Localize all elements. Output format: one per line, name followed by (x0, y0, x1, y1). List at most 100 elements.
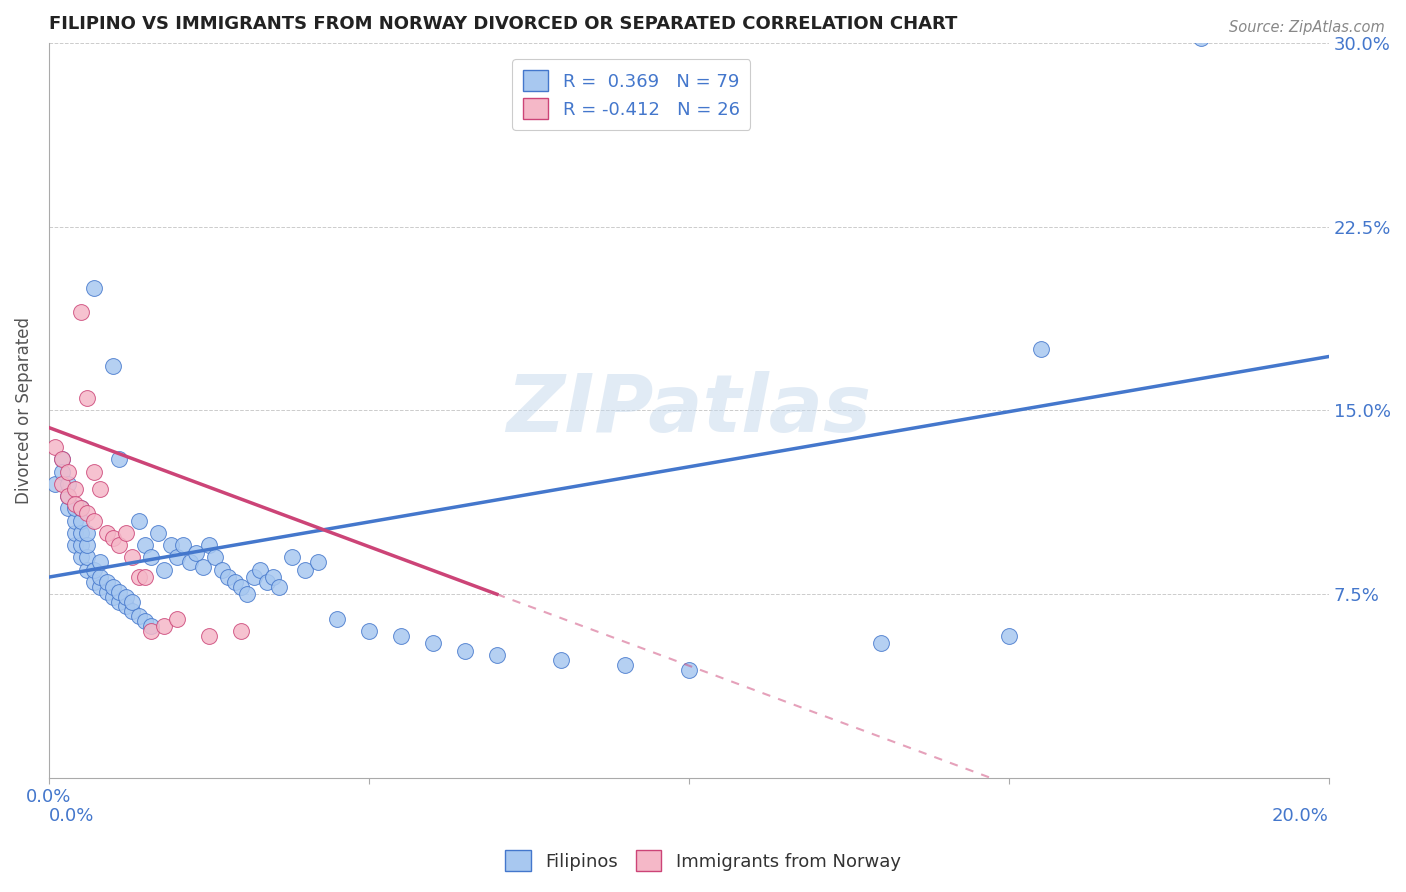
Point (70, 501, 93, 516)
Legend: Filipinos, Immigrants from Norway: Filipinos, Immigrants from Norway (498, 843, 908, 879)
Point (229, 580, 252, 594)
Point (108, 584, 131, 599)
Point (89, 555, 111, 569)
Point (229, 624, 252, 638)
Point (121, 604, 143, 618)
Point (76, 563, 98, 577)
Point (108, 538, 131, 552)
Point (550, 653, 572, 667)
Point (249, 563, 271, 577)
Point (56, 501, 79, 516)
Point (146, 525, 169, 540)
Point (76, 507, 98, 521)
Point (485, 648, 508, 663)
Point (1189, 31, 1212, 45)
Point (159, 538, 181, 552)
Point (89, 580, 111, 594)
Point (121, 594, 143, 608)
Point (454, 643, 477, 657)
Point (63, 501, 86, 516)
Point (613, 658, 636, 673)
Point (281, 550, 304, 565)
Point (63, 538, 86, 552)
Point (389, 629, 412, 643)
Point (128, 570, 150, 584)
Point (70, 525, 93, 540)
Point (198, 629, 221, 643)
Point (422, 636, 444, 650)
Point (198, 538, 221, 552)
Point (236, 587, 259, 601)
Point (83, 465, 105, 479)
Point (83, 281, 105, 295)
Y-axis label: Divorced or Separated: Divorced or Separated (15, 317, 32, 504)
Point (217, 570, 239, 584)
Point (44, 477, 66, 491)
Point (262, 570, 284, 584)
Text: 20.0%: 20.0% (1272, 807, 1329, 825)
Point (108, 452, 131, 467)
Point (153, 563, 176, 577)
Point (51, 452, 73, 467)
Point (89, 570, 111, 584)
Point (114, 599, 136, 614)
Point (108, 594, 131, 608)
Point (51, 452, 73, 467)
Point (121, 550, 143, 565)
Point (83, 563, 105, 577)
Point (63, 497, 86, 511)
Point (83, 514, 105, 528)
Point (269, 580, 291, 594)
Point (998, 629, 1021, 643)
Point (76, 391, 98, 405)
Point (76, 525, 98, 540)
Point (166, 612, 188, 626)
Point (141, 550, 163, 565)
Point (128, 609, 150, 624)
Point (114, 525, 136, 540)
Point (128, 514, 150, 528)
Text: 0.0%: 0.0% (49, 807, 94, 825)
Point (179, 555, 201, 569)
Point (70, 538, 93, 552)
Point (256, 574, 278, 589)
Point (153, 619, 176, 633)
Text: FILIPINO VS IMMIGRANTS FROM NORWAY DIVORCED OR SEPARATED CORRELATION CHART: FILIPINO VS IMMIGRANTS FROM NORWAY DIVOR… (49, 15, 957, 33)
Point (134, 570, 156, 584)
Point (56, 489, 79, 503)
Point (96, 574, 118, 589)
Point (76, 538, 98, 552)
Point (242, 570, 264, 584)
Point (89, 482, 111, 496)
Point (134, 614, 156, 628)
Point (211, 563, 233, 577)
Point (51, 465, 73, 479)
Point (63, 482, 86, 496)
Point (1029, 342, 1052, 356)
Point (83, 574, 105, 589)
Point (326, 612, 349, 626)
Point (96, 584, 118, 599)
Point (172, 538, 194, 552)
Point (51, 477, 73, 491)
Point (294, 563, 316, 577)
Point (114, 590, 136, 604)
Point (186, 545, 208, 559)
Point (141, 619, 163, 633)
Point (204, 550, 226, 565)
Point (101, 531, 124, 545)
Point (63, 525, 86, 540)
Point (56, 465, 79, 479)
Text: Source: ZipAtlas.com: Source: ZipAtlas.com (1229, 20, 1385, 35)
Legend: R =  0.369   N = 79, R = -0.412   N = 26: R = 0.369 N = 79, R = -0.412 N = 26 (512, 59, 751, 130)
Point (70, 305, 93, 319)
Point (166, 550, 188, 565)
Point (141, 624, 163, 638)
Point (869, 636, 891, 650)
Point (307, 555, 329, 569)
Point (357, 624, 380, 638)
Text: ZIPatlas: ZIPatlas (506, 371, 872, 450)
Point (101, 580, 124, 594)
Point (44, 440, 66, 454)
Point (224, 574, 246, 589)
